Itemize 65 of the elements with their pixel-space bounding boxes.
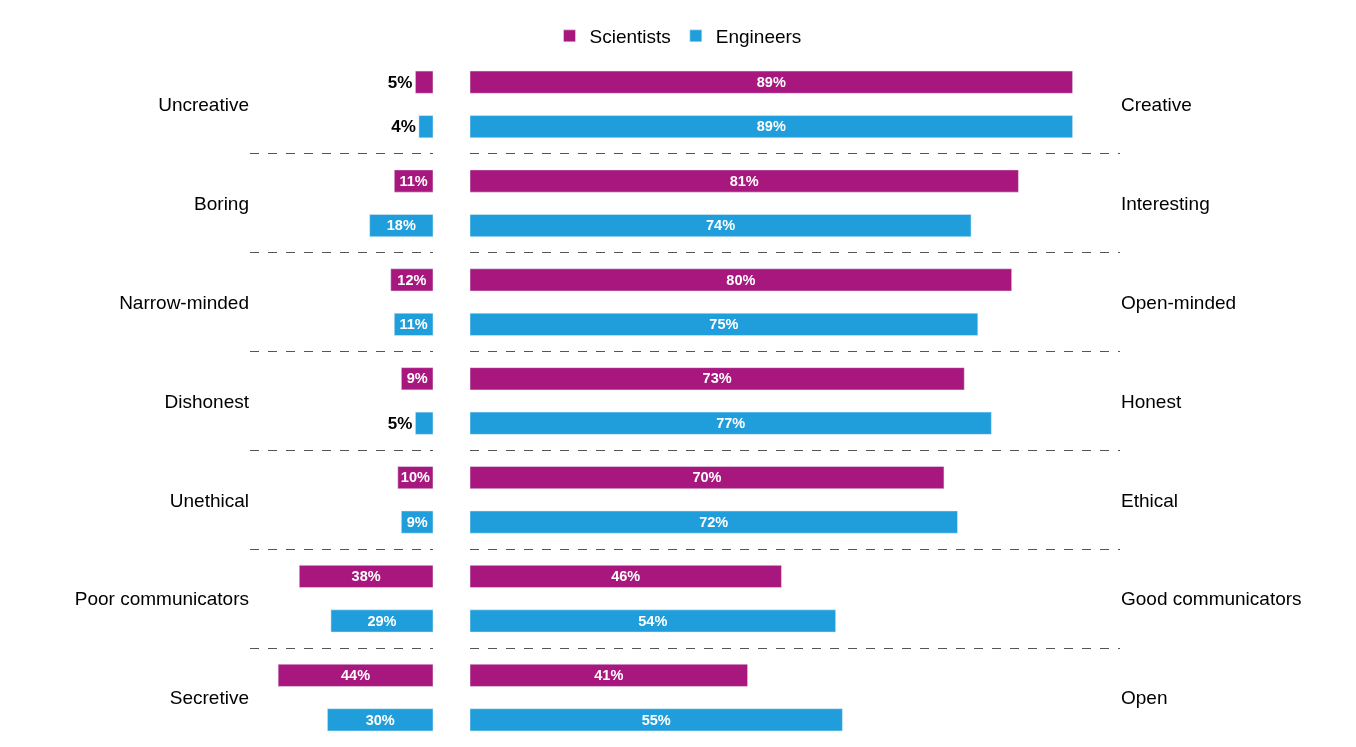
data-label: 5% (387, 413, 413, 433)
data-label: 5% (387, 72, 413, 92)
data-label: 9% (406, 370, 428, 387)
data-label: 89% (756, 73, 786, 90)
y-tick-label: Ethical (1121, 489, 1179, 511)
y-tick-label: Dishonest (164, 390, 250, 412)
data-label: 73% (702, 370, 732, 387)
data-label: 70% (692, 469, 722, 486)
data-label: 9% (406, 513, 428, 530)
data-label: 44% (341, 667, 371, 684)
bar (470, 466, 945, 489)
data-label: 12% (397, 271, 427, 288)
data-label: 81% (729, 172, 759, 189)
bar (327, 708, 433, 732)
bar (470, 169, 1019, 193)
y-tick-label: Interesting (1121, 192, 1210, 214)
y-tick-label: Open-minded (1121, 291, 1237, 313)
bar (470, 367, 965, 391)
data-label: 11% (399, 316, 428, 333)
bar (470, 565, 782, 588)
y-tick-label: Open (1121, 687, 1168, 709)
bar (415, 70, 433, 94)
data-label: 4% (391, 117, 416, 137)
y-tick-label: Poor communicators (74, 588, 249, 610)
bar (470, 411, 992, 435)
bar (470, 609, 836, 633)
data-label: 75% (709, 316, 739, 333)
data-label: 41% (594, 667, 624, 684)
y-tick-label: Uncreative (158, 94, 249, 116)
data-label: 10% (400, 469, 431, 486)
data-label: 55% (641, 711, 671, 728)
data-label: 74% (705, 217, 736, 234)
bar (330, 609, 433, 633)
y-tick-label: Narrow-minded (119, 291, 249, 313)
bar (470, 663, 748, 687)
bar (470, 313, 979, 336)
data-label: 54% (638, 612, 668, 629)
data-label: 77% (716, 414, 746, 431)
data-label: 29% (367, 612, 397, 629)
data-label: 38% (351, 568, 381, 585)
y-tick-label: Good communicators (1121, 588, 1302, 610)
y-tick-label: Secretive (169, 687, 249, 709)
data-label: 72% (699, 513, 729, 530)
bar (470, 510, 958, 534)
bar (418, 115, 433, 139)
bar (470, 708, 843, 732)
legend-label: Engineers (715, 26, 802, 48)
y-tick-label: Unethical (169, 489, 249, 511)
data-label: 89% (756, 118, 786, 135)
bar (277, 663, 433, 687)
data-label: 80% (726, 271, 756, 288)
bar (470, 70, 1073, 94)
data-label: 30% (365, 711, 395, 728)
legend-label: Scientists (589, 26, 671, 48)
data-label: 11% (399, 172, 428, 189)
data-label: 46% (611, 568, 641, 585)
bar (470, 115, 1073, 139)
y-tick-label: Honest (1121, 390, 1182, 412)
bar (470, 214, 972, 237)
bar (415, 411, 433, 435)
bar (470, 268, 1012, 292)
data-label: 18% (386, 217, 416, 234)
bar (299, 565, 433, 588)
y-tick-label: Creative (1121, 94, 1192, 116)
y-tick-label: Boring (194, 192, 249, 214)
